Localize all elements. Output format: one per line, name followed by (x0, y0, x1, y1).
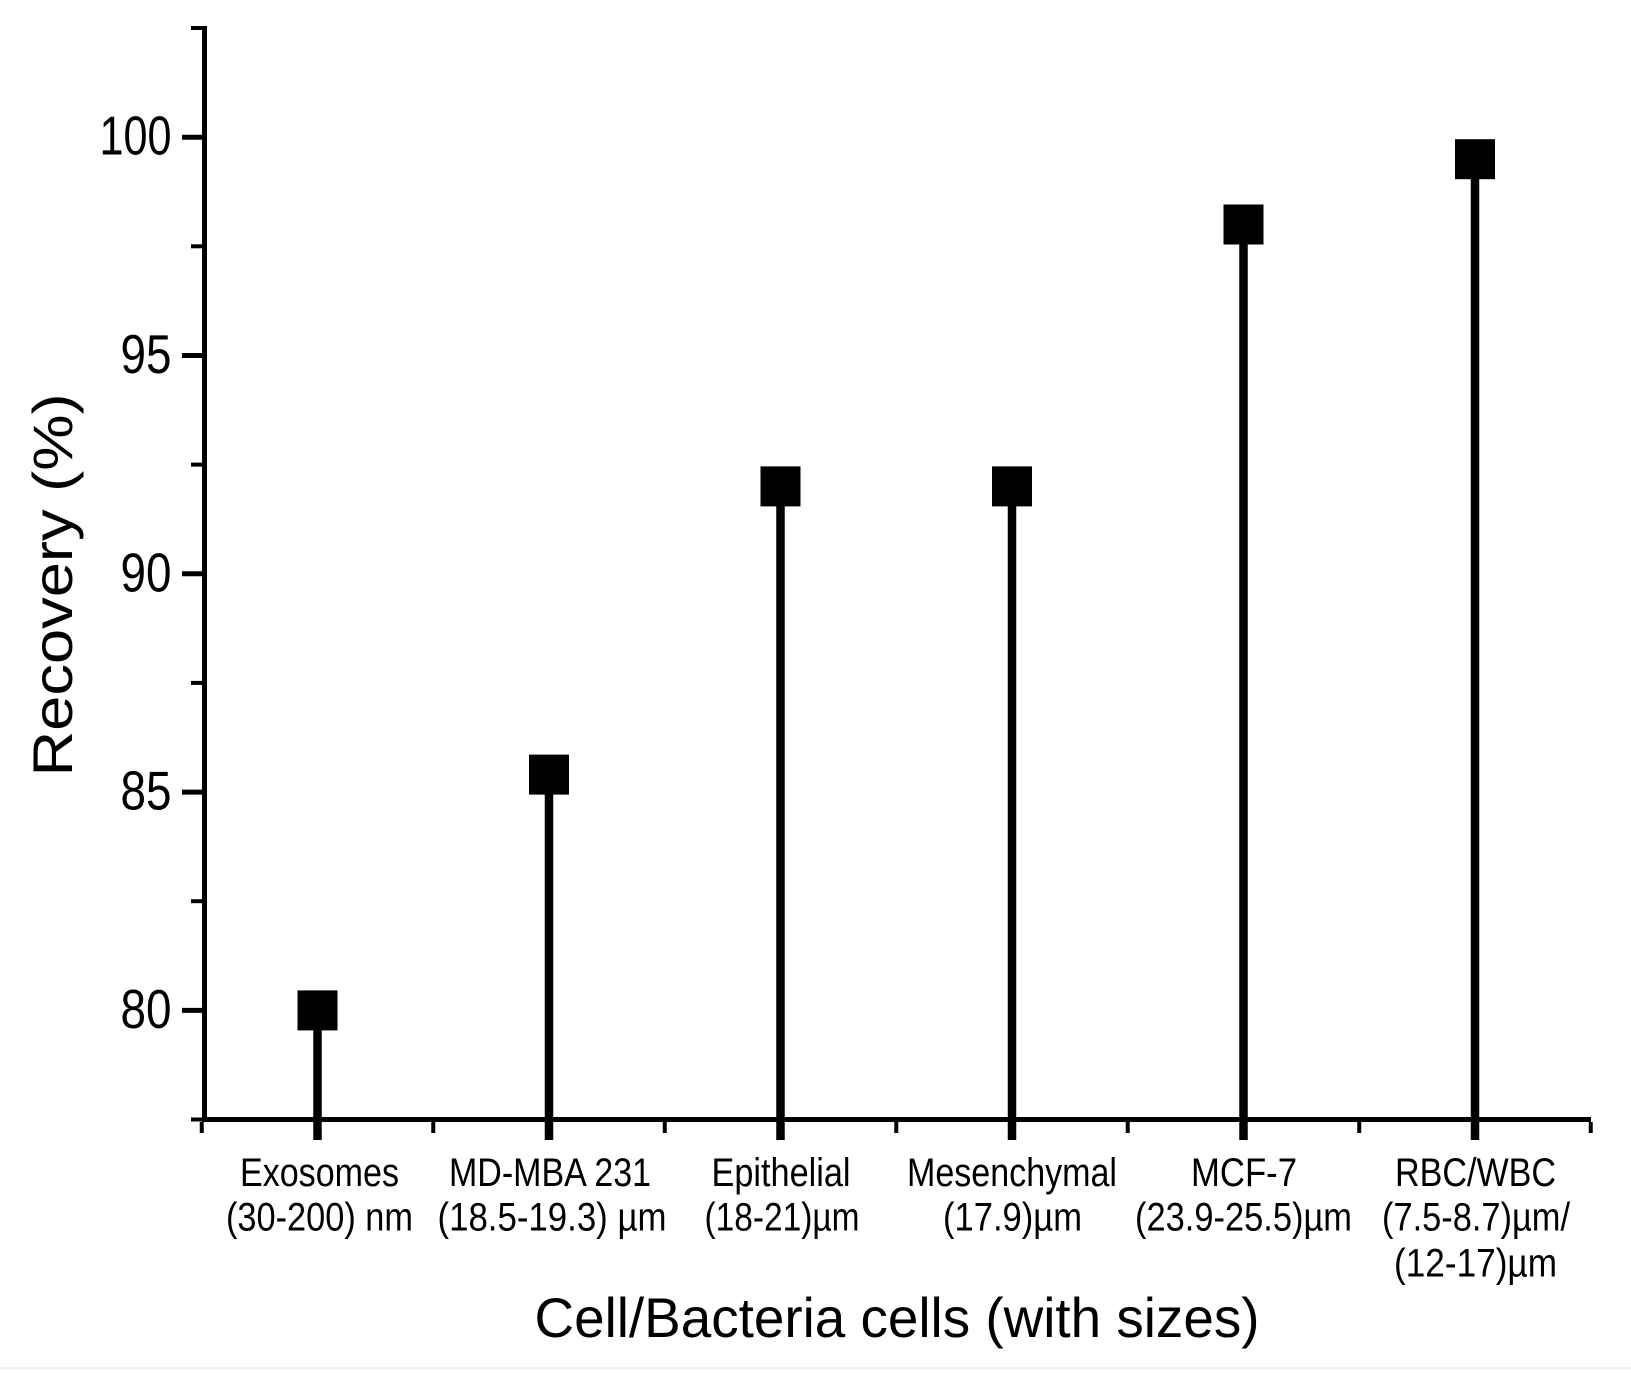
svg-text:(7.5-8.7)µm/: (7.5-8.7)µm/ (1382, 1196, 1571, 1240)
svg-text:95: 95 (121, 323, 172, 385)
svg-text:(18-21)µm: (18-21)µm (705, 1196, 860, 1240)
svg-text:MCF-7: MCF-7 (1191, 1151, 1297, 1195)
svg-text:Exosomes: Exosomes (240, 1151, 399, 1195)
svg-text:MD-MBA 231: MD-MBA 231 (449, 1151, 651, 1195)
svg-text:90: 90 (121, 541, 172, 603)
svg-text:100: 100 (100, 105, 172, 167)
svg-text:Epithelial: Epithelial (712, 1151, 851, 1195)
svg-text:(17.9)µm: (17.9)µm (943, 1196, 1082, 1240)
svg-text:(18.5-19.3) µm: (18.5-19.3) µm (438, 1196, 667, 1240)
svg-text:85: 85 (121, 760, 172, 822)
svg-text:(23.9-25.5)µm: (23.9-25.5)µm (1135, 1196, 1352, 1240)
svg-text:(12-17)µm: (12-17)µm (1394, 1242, 1557, 1286)
svg-text:80: 80 (121, 978, 172, 1040)
svg-text:Mesenchymal: Mesenchymal (907, 1151, 1117, 1195)
svg-text:Cell/Bacteria cells (with size: Cell/Bacteria cells (with sizes) (535, 1286, 1260, 1349)
svg-text:Recovery (%): Recovery (%) (21, 394, 84, 777)
svg-text:(30-200) nm: (30-200) nm (226, 1196, 413, 1240)
svg-text:RBC/WBC: RBC/WBC (1395, 1151, 1556, 1195)
